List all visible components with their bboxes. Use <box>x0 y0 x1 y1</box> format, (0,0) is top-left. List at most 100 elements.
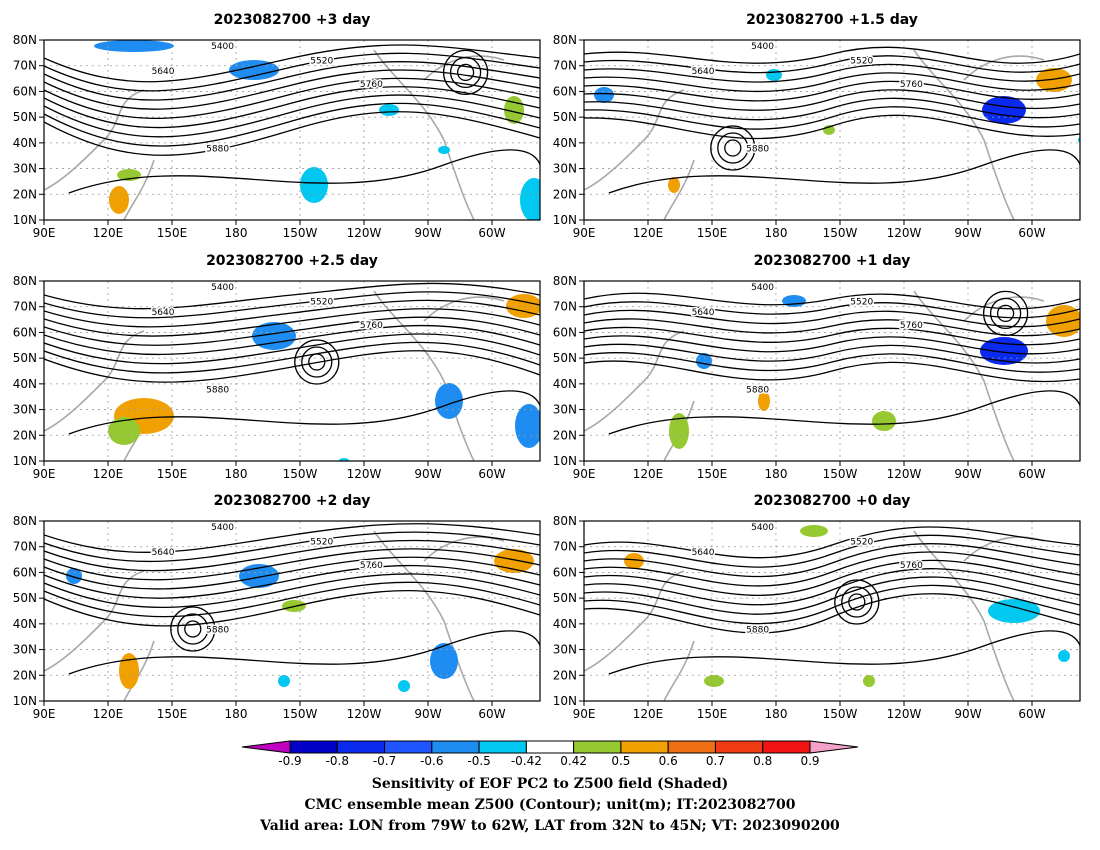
lat-tick-label: 40N <box>553 377 577 391</box>
z500-contour <box>44 573 540 609</box>
lat-tick-label: 20N <box>13 668 37 682</box>
lon-tick-label: 60W <box>1018 707 1045 721</box>
contour-label: 5520 <box>850 297 873 307</box>
sensitivity-patch <box>438 146 450 154</box>
contour-label: 5760 <box>900 561 923 571</box>
contour-label: 5760 <box>900 80 923 90</box>
z500-contour <box>584 526 1080 559</box>
sensitivity-patch <box>782 295 806 307</box>
z500-closed-contour <box>982 290 1029 337</box>
colorbar-box <box>384 740 433 754</box>
contour-label: 5640 <box>692 67 715 77</box>
lat-tick-label: 30N <box>13 162 37 176</box>
lat-tick-label: 30N <box>553 162 577 176</box>
lat-tick-label: 30N <box>553 643 577 657</box>
z500-contour <box>584 80 1080 102</box>
lon-tick-label: 60W <box>1018 467 1045 481</box>
sensitivity-patch <box>278 675 290 687</box>
lat-tick-label: 40N <box>13 136 37 150</box>
map-plot-area: 5400 5520 5640 5760 5880 <box>584 521 1080 701</box>
sensitivity-patch <box>435 383 463 419</box>
z500-contour <box>44 291 540 319</box>
sensitivity-patch <box>863 675 875 687</box>
z500-contour <box>584 326 1080 346</box>
lat-tick-label: 10N <box>553 213 577 227</box>
z500-closed-contour <box>717 132 749 164</box>
lon-tick-label: 90W <box>954 226 981 240</box>
lon-tick-label: 60W <box>478 707 505 721</box>
z500-contour <box>44 523 540 553</box>
lat-tick-label: 80N <box>553 274 577 288</box>
lat-tick-label: 80N <box>13 274 37 288</box>
z500-contour <box>44 308 540 337</box>
z500-contour <box>584 55 1080 74</box>
map-frame <box>43 280 541 462</box>
colorbar-box <box>525 740 575 754</box>
z500-contour <box>44 94 540 138</box>
z500-contour <box>44 316 540 346</box>
lon-tick-label: 180 <box>225 707 248 721</box>
panel-title: 2023082700 +2 day <box>214 493 371 509</box>
lat-tick-label: 80N <box>13 33 37 47</box>
sensitivity-patch <box>982 96 1026 124</box>
z500-closed-contour <box>834 579 880 625</box>
sensitivity-patch <box>988 599 1040 623</box>
lon-tick-label: 120E <box>93 226 124 240</box>
map-panel: 5400 5520 5640 5760 5880 80N 70N 60N 50N 40N 30N 20… <box>553 253 1081 481</box>
lat-tick-label: 50N <box>13 110 37 124</box>
z500-contour <box>44 111 540 156</box>
lon-tick-label: 120W <box>887 467 922 481</box>
z500-contour <box>584 543 1080 578</box>
z500-contour <box>584 114 1080 140</box>
sensitivity-patch <box>758 391 770 411</box>
z500-closed-contour <box>449 56 482 89</box>
map-panel: 5400 5520 5640 5760 5880 80N 70N 60N 50N 40N 30N 20… <box>13 253 541 481</box>
z500-closed-contour <box>724 139 742 157</box>
contour-label: 5760 <box>360 561 383 571</box>
sensitivity-patch <box>704 675 724 687</box>
lat-tick-label: 50N <box>553 591 577 605</box>
colorbar-box <box>714 740 764 754</box>
sensitivity-patch <box>520 178 540 220</box>
sensitivity-patch <box>1036 68 1072 92</box>
z500-closed-contour <box>841 586 873 618</box>
contour-label: 5400 <box>211 42 234 52</box>
colorbar-box <box>431 740 480 754</box>
colorbar-box <box>762 740 811 754</box>
colorbar-tick-label: 0.6 <box>659 754 678 767</box>
z500-closed-contour <box>710 125 756 171</box>
lat-tick-label: 70N <box>13 300 37 314</box>
lon-tick-label: 120E <box>633 467 664 481</box>
contour-label: 5880 <box>206 386 229 396</box>
lat-tick-label: 70N <box>553 59 577 73</box>
lon-tick-label: 150E <box>697 467 728 481</box>
sensitivity-patch <box>108 417 140 445</box>
z500-contour <box>584 309 1080 328</box>
lon-tick-label: 120E <box>633 707 664 721</box>
sensitivity-patch <box>624 553 644 569</box>
z500-contour <box>584 559 1080 596</box>
lon-tick-label: 150W <box>823 467 858 481</box>
panel-title: 2023082700 +2.5 day <box>206 253 378 269</box>
z500-contour <box>584 63 1080 83</box>
colorbar-box <box>289 740 338 754</box>
lon-tick-label: 120W <box>887 226 922 240</box>
z500-contour <box>44 350 540 383</box>
lat-tick-label: 40N <box>13 377 37 391</box>
lon-tick-label: 120W <box>347 467 382 481</box>
z500-contour <box>584 72 1080 93</box>
sensitivity-patch <box>766 69 782 81</box>
z500-contour <box>584 576 1080 615</box>
z500-closed-contour <box>177 613 209 645</box>
z500-contour <box>44 556 540 590</box>
z500-contour <box>44 299 540 328</box>
contour-label: 5760 <box>360 80 383 90</box>
lat-tick-label: 20N <box>13 428 37 442</box>
lon-tick-label: 120W <box>347 226 382 240</box>
z500-closed-contour <box>184 620 202 638</box>
lat-tick-label: 10N <box>13 454 37 468</box>
z500-contour <box>584 568 1080 606</box>
sensitivity-patch <box>398 680 410 692</box>
lat-tick-label: 20N <box>553 187 577 201</box>
lat-tick-label: 20N <box>13 187 37 201</box>
